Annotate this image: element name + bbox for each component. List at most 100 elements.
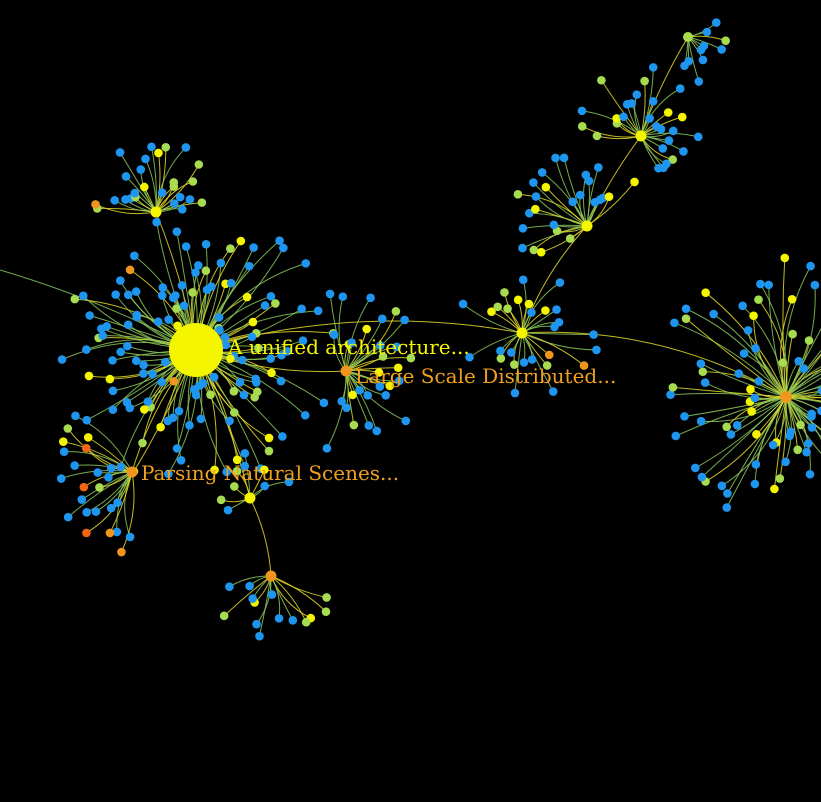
main-hub-leaf-node[interactable]	[266, 291, 276, 301]
far-right-hub-leaf-node[interactable]	[696, 359, 706, 368]
main-hub-leaf-node[interactable]	[260, 301, 270, 310]
upper-hub-leaf-node[interactable]	[537, 168, 547, 177]
top-hub-leaf-node[interactable]	[612, 114, 621, 123]
far-right-hub-leaf-node[interactable]	[734, 369, 744, 378]
top-hub-leaf-node[interactable]	[640, 76, 649, 86]
distributed-hub-leaf-node[interactable]	[391, 306, 401, 316]
main-hub-leaf-node[interactable]	[190, 385, 199, 394]
main-hub-leaf-node[interactable]	[235, 377, 245, 387]
distributed-hub-leaf-node[interactable]	[349, 420, 359, 430]
bottom-hub-node[interactable]	[265, 570, 277, 582]
upper-hub-leaf-node[interactable]	[604, 192, 614, 201]
main-hub-leaf-node[interactable]	[232, 455, 242, 465]
far-right-hub-leaf-node[interactable]	[770, 484, 779, 494]
far-right-hub-leaf-node[interactable]	[671, 431, 681, 441]
distributed-hub-leaf-node[interactable]	[374, 368, 384, 377]
top-hub-leaf-node[interactable]	[645, 114, 654, 123]
far-right-hub-leaf-node[interactable]	[751, 344, 760, 353]
upper-hub-leaf-node[interactable]	[594, 163, 603, 172]
far-right-hub-leaf-node[interactable]	[722, 422, 731, 432]
far-right-hub-leaf-node[interactable]	[778, 358, 788, 367]
upper-left-hub-leaf-node[interactable]	[136, 165, 146, 174]
right-hub-leaf-node[interactable]	[458, 299, 468, 309]
far-right-hub-leaf-node[interactable]	[751, 460, 761, 469]
main-hub-leaf-node[interactable]	[313, 306, 323, 316]
distributed-hub-leaf-node[interactable]	[337, 396, 347, 406]
main-hub-leaf-node[interactable]	[85, 311, 95, 320]
distributed-hub-leaf-node[interactable]	[375, 382, 385, 391]
distributed-hub-leaf-node[interactable]	[363, 391, 373, 400]
upper-left-hub-leaf-node[interactable]	[140, 182, 149, 192]
upper-left-hub-leaf-node[interactable]	[197, 198, 207, 207]
distributed-hub-leaf-node[interactable]	[406, 353, 416, 363]
upper-left-hub-leaf-node[interactable]	[157, 188, 167, 198]
peak-hub-leaf-node[interactable]	[702, 27, 712, 37]
main-hub-leaf-node[interactable]	[108, 405, 118, 415]
bottom-hub-leaf-node[interactable]	[301, 617, 311, 627]
parsing-hub-leaf-node[interactable]	[59, 447, 69, 456]
far-right-hub-leaf-node[interactable]	[810, 280, 820, 290]
main-hub-leaf-node[interactable]	[196, 414, 206, 424]
right-hub-leaf-node[interactable]	[579, 361, 589, 370]
top-hub-leaf-node[interactable]	[648, 97, 658, 106]
bottom-hub-leaf-node[interactable]	[288, 616, 298, 625]
peak-hub-leaf-node[interactable]	[717, 45, 726, 54]
top-hub-leaf-node[interactable]	[656, 124, 666, 134]
top-hub-leaf-node[interactable]	[592, 131, 602, 141]
top-hub-leaf-node[interactable]	[675, 84, 685, 93]
parsing-hub-leaf-node[interactable]	[71, 411, 80, 421]
lower-hub-node[interactable]	[244, 492, 256, 504]
main-hub-leaf-node[interactable]	[207, 282, 216, 291]
main-hub-leaf-node[interactable]	[220, 332, 230, 342]
main-hub-leaf-node[interactable]	[152, 217, 161, 227]
upper-hub-leaf-node[interactable]	[531, 192, 541, 201]
parsing-hub-leaf-node[interactable]	[117, 547, 126, 557]
main-hub-leaf-node[interactable]	[242, 292, 252, 302]
parsing-hub-leaf-node[interactable]	[63, 424, 73, 433]
main-hub-leaf-node[interactable]	[82, 415, 92, 425]
main-hub-leaf-node[interactable]	[185, 421, 194, 430]
upper-hub-leaf-node[interactable]	[584, 176, 594, 186]
bottom-hub-leaf-node[interactable]	[274, 614, 284, 623]
upper-hub-leaf-node[interactable]	[549, 220, 559, 230]
main-hub-leaf-node[interactable]	[116, 462, 126, 472]
main-hub-leaf-node[interactable]	[250, 392, 259, 402]
bottom-hub-leaf-node[interactable]	[219, 611, 229, 621]
peak-hub-leaf-node[interactable]	[696, 45, 706, 55]
upper-hub-leaf-node[interactable]	[551, 153, 560, 163]
right-hub-leaf-node[interactable]	[524, 299, 534, 309]
distributed-hub-leaf-node[interactable]	[400, 315, 409, 325]
main-hub-leaf-node[interactable]	[278, 432, 287, 441]
upper-hub-leaf-node[interactable]	[531, 204, 540, 214]
distributed-hub-node[interactable]	[340, 365, 352, 377]
right-hub-leaf-node[interactable]	[550, 322, 559, 332]
right-hub-leaf-node[interactable]	[544, 350, 554, 360]
label-unified-architecture[interactable]: A unified architecture...	[227, 335, 470, 359]
main-hub-leaf-node[interactable]	[264, 446, 274, 456]
main-hub-leaf-node[interactable]	[148, 369, 157, 379]
main-hub-leaf-node[interactable]	[254, 343, 263, 353]
far-right-hub-leaf-node[interactable]	[781, 457, 790, 467]
far-right-hub-leaf-node[interactable]	[691, 463, 700, 473]
upper-left-hub-leaf-node[interactable]	[130, 188, 140, 198]
parsing-hub-leaf-node[interactable]	[125, 532, 135, 542]
top-hub-leaf-node[interactable]	[668, 126, 678, 136]
far-right-hub-leaf-node[interactable]	[806, 261, 815, 271]
upper-left-hub-leaf-node[interactable]	[175, 192, 185, 202]
upper-left-hub-leaf-node[interactable]	[141, 154, 150, 164]
main-hub-leaf-node[interactable]	[191, 268, 200, 277]
right-hub-leaf-node[interactable]	[592, 345, 601, 355]
peak-hub-leaf-node[interactable]	[680, 61, 689, 71]
far-right-hub-leaf-node[interactable]	[804, 336, 814, 345]
main-hub-leaf-node[interactable]	[57, 355, 67, 364]
parsing-hub-leaf-node[interactable]	[63, 512, 73, 522]
main-hub-leaf-node[interactable]	[240, 461, 250, 471]
far-right-hub-leaf-node[interactable]	[668, 383, 678, 392]
parsing-hub-leaf-node[interactable]	[58, 437, 68, 446]
main-hub-leaf-node[interactable]	[222, 467, 231, 477]
far-right-hub-leaf-node[interactable]	[754, 295, 763, 304]
bottom-hub-leaf-node[interactable]	[225, 582, 234, 591]
far-right-hub-leaf-node[interactable]	[793, 445, 802, 455]
distributed-hub-leaf-node[interactable]	[362, 324, 372, 334]
main-hub-leaf-node[interactable]	[139, 369, 148, 378]
